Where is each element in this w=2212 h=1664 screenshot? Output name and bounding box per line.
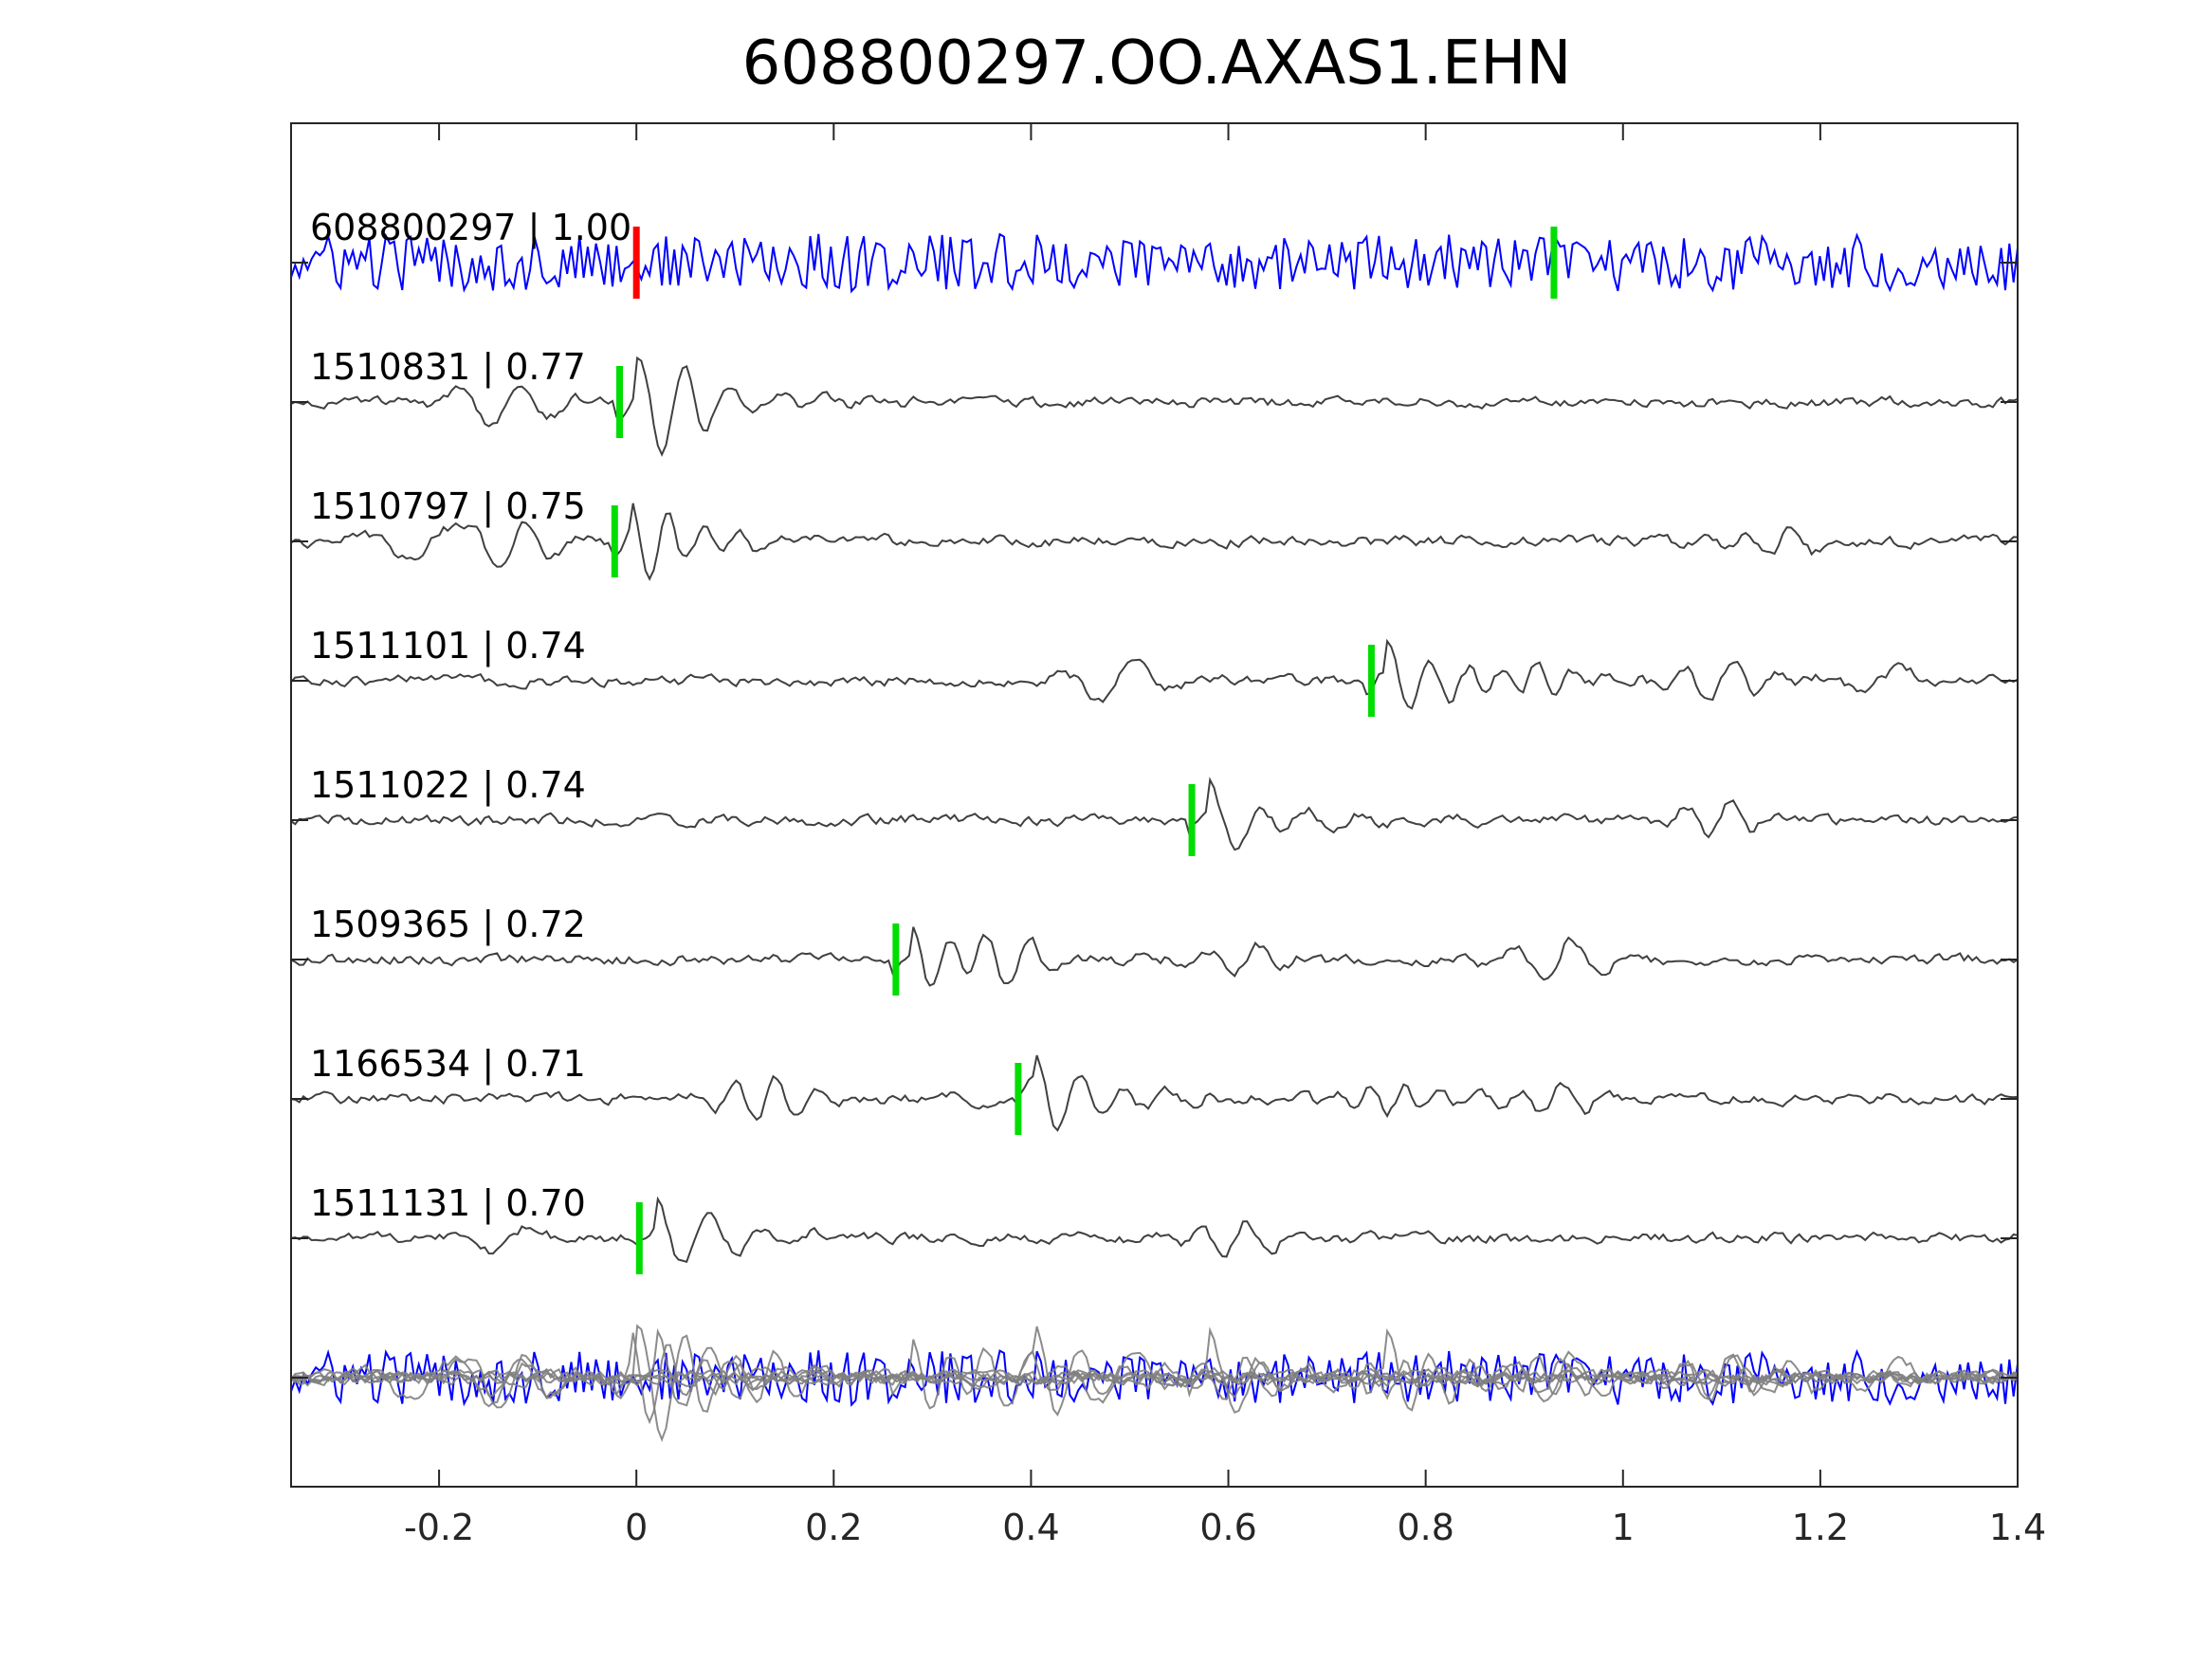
x-tick-label-7: 1.2 bbox=[1792, 1507, 1849, 1548]
trace-label-3: 1511101 | 0.74 bbox=[310, 625, 586, 667]
trace-line-3 bbox=[290, 638, 2019, 710]
trace-label-7: 1511131 | 0.70 bbox=[310, 1182, 586, 1225]
x-tick-label-3: 0.4 bbox=[1002, 1507, 1059, 1548]
trace-line-4 bbox=[290, 777, 2019, 851]
trace-label-0: 608800297 | 1.00 bbox=[310, 207, 631, 249]
axes-layer: -0.2 0 0.2 0.4 0.6 0.8 1 1.2 1.4 bbox=[290, 122, 2046, 1548]
picks-layer bbox=[611, 227, 1558, 1274]
trace-label-5: 1509365 | 0.72 bbox=[310, 904, 586, 946]
trace-line-7 bbox=[290, 1196, 2019, 1264]
trace-label-2: 1510797 | 0.75 bbox=[310, 485, 586, 528]
labels-layer: 608800297 | 1.00 1510831 | 0.77 1510797 | … bbox=[310, 207, 631, 1225]
axes-frame bbox=[290, 122, 2019, 1488]
trace-line-1 bbox=[290, 356, 2019, 457]
trace-line-2 bbox=[290, 503, 2019, 581]
trace-line-6 bbox=[290, 1054, 2019, 1132]
stack-line-7 bbox=[290, 1327, 2019, 1407]
trace-line-0 bbox=[290, 232, 2019, 294]
trace-label-4: 1511022 | 0.74 bbox=[310, 764, 586, 807]
trace-label-6: 1166534 | 0.71 bbox=[310, 1043, 586, 1086]
trace-line-5 bbox=[290, 926, 2019, 987]
x-tick-label-0: -0.2 bbox=[404, 1507, 474, 1548]
traces-layer bbox=[290, 232, 2019, 1443]
stack-line-0 bbox=[290, 1348, 2019, 1407]
x-tick-label-4: 0.6 bbox=[1199, 1507, 1256, 1548]
x-tick-label-2: 0.2 bbox=[805, 1507, 862, 1548]
chart-title: 608800297.OO.AXAS1.EHN bbox=[742, 28, 1572, 99]
x-tick-label-5: 0.8 bbox=[1397, 1507, 1453, 1548]
x-tick-label-1: 0 bbox=[625, 1507, 648, 1548]
x-tick-label-8: 1.4 bbox=[1989, 1507, 2046, 1548]
trace-label-1: 1510831 | 0.77 bbox=[310, 346, 586, 389]
x-tick-label-6: 1 bbox=[1612, 1507, 1635, 1548]
